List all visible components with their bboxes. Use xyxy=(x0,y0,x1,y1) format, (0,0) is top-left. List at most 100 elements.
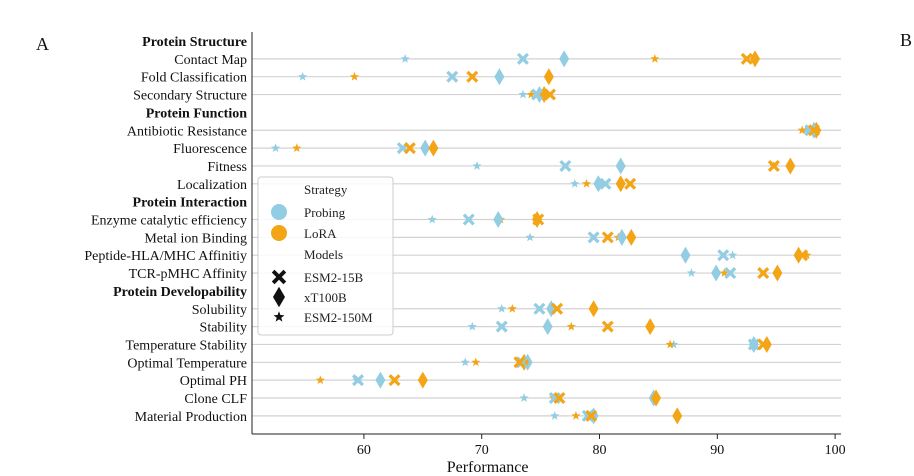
point-fluorescence-probing-xt100b xyxy=(420,139,431,157)
x-tick-label-90: 90 xyxy=(710,443,724,458)
legend-xt100b-label: xT100B xyxy=(304,290,347,305)
legend-models-title: Models xyxy=(304,247,343,262)
row-label-fluorescence: Fluorescence xyxy=(173,142,247,157)
legend-probing-label: Probing xyxy=(304,205,346,220)
point-stability-lora-esm2-15b xyxy=(601,320,614,333)
point-peptide-hla-mhc-affinitiy-lora-esm2-150m xyxy=(802,250,812,260)
point-tcr-pmhc-affinity-probing-esm2-15b xyxy=(724,267,737,280)
point-temperature-stability-probing-esm2-150m xyxy=(669,339,679,349)
point-contact-map-probing-esm2-150m xyxy=(400,54,410,63)
legend-strategy-title: Strategy xyxy=(304,182,348,197)
point-solubility-lora-xt100b xyxy=(588,300,599,318)
point-material-production-lora-xt100b xyxy=(672,407,683,425)
point-peptide-hla-mhc-affinitiy-lora-esm2-15b xyxy=(796,249,809,262)
point-secondary-structure-probing-esm2-15b xyxy=(531,88,544,101)
point-fluorescence-lora-xt100b xyxy=(428,139,439,157)
row-label-tcr-pmhc-affinity: TCR-pMHC Affinity xyxy=(129,267,247,282)
point-fitness-lora-xt100b xyxy=(785,157,796,175)
point-optimal-ph-lora-esm2-15b xyxy=(388,374,401,387)
point-temperature-stability-probing-esm2-15b xyxy=(747,338,760,351)
row-label-optimal-temperature: Optimal Temperature xyxy=(127,356,247,371)
row-label-secondary-structure: Secondary Structure xyxy=(133,89,247,104)
point-localization-lora-esm2-150m xyxy=(581,179,592,188)
legend-probing-swatch xyxy=(271,204,287,220)
point-temperature-stability-lora-xt100b xyxy=(761,335,772,353)
point-material-production-probing-esm2-15b xyxy=(581,409,594,422)
point-fitness-probing-esm2-150m xyxy=(472,161,482,170)
legend-esm2-15b-marker xyxy=(271,269,287,285)
legend-lora-swatch xyxy=(271,225,287,241)
panel-letter-a: A xyxy=(36,34,49,54)
point-contact-map-probing-xt100b xyxy=(559,50,570,68)
point-stability-probing-esm2-15b xyxy=(495,320,508,333)
legend-esm2-150m-marker xyxy=(273,311,285,322)
point-solubility-probing-xt100b xyxy=(546,300,557,318)
point-stability-probing-xt100b xyxy=(542,318,553,336)
row-label-clone-clf: Clone CLF xyxy=(184,392,247,407)
point-optimal-temperature-probing-esm2-150m xyxy=(460,357,470,367)
point-optimal-temperature-lora-esm2-15b xyxy=(513,356,526,369)
legend-esm2-150m-label: ESM2-150M xyxy=(304,310,373,325)
point-contact-map-lora-esm2-150m xyxy=(650,54,660,63)
point-metal-ion-binding-lora-xt100b xyxy=(626,228,637,246)
point-optimal-temperature-probing-esm2-15b xyxy=(515,356,528,369)
point-optimal-ph-probing-xt100b xyxy=(375,371,386,389)
point-metal-ion-binding-probing-xt100b xyxy=(616,228,627,246)
point-optimal-ph-probing-esm2-15b xyxy=(352,374,365,387)
row-label-temperature-stability: Temperature Stability xyxy=(126,338,247,353)
point-material-production-probing-esm2-150m xyxy=(550,411,560,420)
point-solubility-lora-esm2-15b xyxy=(551,302,564,315)
point-optimal-ph-lora-xt100b xyxy=(417,371,428,389)
point-secondary-structure-lora-esm2-150m xyxy=(526,89,536,99)
legend-box xyxy=(257,176,394,336)
point-tcr-pmhc-affinity-lora-esm2-150m xyxy=(719,268,729,277)
point-clone-clf-lora-esm2-15b xyxy=(553,392,566,404)
point-tcr-pmhc-affinity-lora-xt100b xyxy=(772,264,783,282)
legend-lora-label: LoRA xyxy=(304,226,337,241)
point-clone-clf-probing-esm2-150m xyxy=(519,393,529,402)
point-tcr-pmhc-affinity-probing-esm2-150m xyxy=(686,268,696,277)
point-stability-probing-esm2-150m xyxy=(467,321,477,331)
point-fitness-lora-esm2-15b xyxy=(767,159,780,172)
row-label-metal-ion-binding: Metal ion Binding xyxy=(144,231,247,246)
point-material-production-lora-esm2-15b xyxy=(585,409,598,422)
point-optimal-temperature-lora-esm2-150m xyxy=(471,357,481,367)
point-contact-map-lora-xt100b xyxy=(750,50,761,68)
x-tick-label-70: 70 xyxy=(475,443,489,458)
point-fluorescence-lora-esm2-150m xyxy=(292,143,302,152)
point-solubility-probing-esm2-150m xyxy=(497,303,507,313)
point-metal-ion-binding-probing-esm2-150m xyxy=(525,232,535,242)
point-localization-lora-xt100b xyxy=(615,175,626,193)
category-header-protein-structure: Protein Structure xyxy=(142,35,247,50)
point-localization-lora-esm2-15b xyxy=(624,177,637,190)
point-fold-classification-lora-esm2-150m xyxy=(349,71,360,81)
point-fluorescence-probing-esm2-150m xyxy=(270,143,281,152)
panel-letter-b: B xyxy=(900,30,913,50)
point-temperature-stability-lora-esm2-150m xyxy=(665,339,675,349)
point-metal-ion-binding-probing-esm2-15b xyxy=(587,231,600,244)
category-header-protein-function: Protein Function xyxy=(146,106,247,121)
point-enzyme-catalytic-efficiency-probing-esm2-15b xyxy=(462,213,475,226)
row-label-solubility: Solubility xyxy=(192,303,247,318)
point-antibiotic-resistance-probing-esm2-150m xyxy=(801,125,811,135)
point-tcr-pmhc-affinity-probing-xt100b xyxy=(711,264,722,282)
row-label-antibiotic-resistance: Antibiotic Resistance xyxy=(127,124,247,139)
point-peptide-hla-mhc-affinitiy-probing-esm2-150m xyxy=(728,250,738,260)
point-peptide-hla-mhc-affinitiy-probing-xt100b xyxy=(680,246,691,264)
point-secondary-structure-probing-esm2-150m xyxy=(518,89,528,99)
point-tcr-pmhc-affinity-lora-esm2-15b xyxy=(757,267,770,280)
point-fitness-probing-xt100b xyxy=(615,157,626,175)
point-localization-probing-esm2-150m xyxy=(570,179,580,188)
point-peptide-hla-mhc-affinitiy-probing-esm2-15b xyxy=(717,249,730,262)
point-localization-probing-xt100b xyxy=(593,175,604,193)
point-solubility-lora-esm2-150m xyxy=(507,303,517,313)
point-antibiotic-resistance-probing-esm2-15b xyxy=(804,124,817,137)
point-material-production-lora-esm2-150m xyxy=(571,411,581,420)
point-fold-classification-probing-esm2-150m xyxy=(298,71,308,81)
point-fitness-probing-esm2-15b xyxy=(559,159,572,172)
legend-esm2-15b-label: ESM2-15B xyxy=(304,270,364,285)
point-antibiotic-resistance-lora-esm2-15b xyxy=(807,124,820,137)
row-label-material-production: Material Production xyxy=(135,410,247,425)
row-label-fitness: Fitness xyxy=(207,160,247,175)
